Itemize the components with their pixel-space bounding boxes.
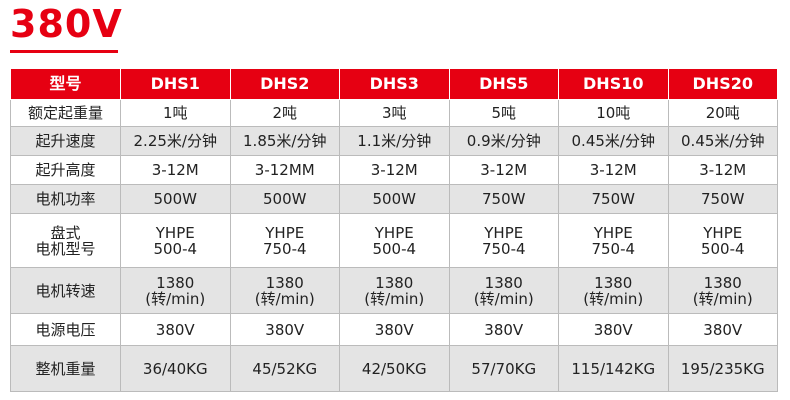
cell: 1380 (转/min) [448, 267, 559, 314]
cell: 380V [558, 313, 669, 346]
title-underline [10, 50, 118, 53]
cell: 500W [339, 184, 450, 214]
cell: 750W [448, 184, 559, 214]
row-label: 起升速度 [10, 126, 121, 156]
cell: 3-12M [558, 155, 669, 185]
column-header: DHS1 [120, 68, 231, 100]
cell: 1吨 [120, 99, 231, 127]
table-row: 额定起重量 1吨 2吨 3吨 5吨 10吨 20吨 [10, 99, 778, 127]
cell: YHPE 500-4 [667, 213, 778, 268]
cell: 750W [558, 184, 669, 214]
column-header: 型号 [10, 68, 121, 100]
cell: 57/70KG [448, 345, 559, 392]
cell: 5吨 [448, 99, 559, 127]
column-header: DHS5 [448, 68, 559, 100]
cell: 3-12M [120, 155, 231, 185]
table-row: 电源电压 380V 380V 380V 380V 380V 380V [10, 313, 778, 346]
table-row: 起升高度 3-12M 3-12MM 3-12M 3-12M 3-12M 3-12M [10, 155, 778, 185]
cell: 2吨 [229, 99, 340, 127]
column-header: DHS2 [229, 68, 340, 100]
cell: 20吨 [667, 99, 778, 127]
cell: 0.9米/分钟 [448, 126, 559, 156]
cell: YHPE 500-4 [120, 213, 231, 268]
table-row: 电机转速 1380 (转/min) 1380 (转/min) 1380 (转/min)… [10, 267, 778, 314]
row-label: 整机重量 [10, 345, 121, 392]
cell: 380V [229, 313, 340, 346]
column-header: DHS20 [667, 68, 778, 100]
cell: YHPE 500-4 [339, 213, 450, 268]
cell: 3-12M [667, 155, 778, 185]
cell: 3-12MM [229, 155, 340, 185]
table-row: 整机重量 36/40KG 45/52KG 42/50KG 57/70KG 115/142K… [10, 345, 778, 392]
cell: 10吨 [558, 99, 669, 127]
column-header: DHS3 [339, 68, 450, 100]
cell: 1380 (转/min) [120, 267, 231, 314]
cell: 0.45米/分钟 [558, 126, 669, 156]
table-body: 额定起重量 1吨 2吨 3吨 5吨 10吨 20吨 起升速度 2.25米/分钟 1.85米/分钟 1… [10, 99, 778, 392]
row-label: 盘式 电机型号 [10, 213, 121, 268]
cell: 36/40KG [120, 345, 231, 392]
row-label: 电机转速 [10, 267, 121, 314]
cell: 500W [120, 184, 231, 214]
cell: YHPE 750-4 [558, 213, 669, 268]
row-label: 起升高度 [10, 155, 121, 185]
spec-table: 型号 DHS1 DHS2 DHS3 DHS5 DHS10 DHS20 额定起重量 1吨 2吨 3吨… [10, 68, 778, 392]
cell: 115/142KG [558, 345, 669, 392]
cell: 3-12M [339, 155, 450, 185]
cell: YHPE 750-4 [229, 213, 340, 268]
cell: 1380 (转/min) [667, 267, 778, 314]
cell: 1380 (转/min) [339, 267, 450, 314]
row-label: 电机功率 [10, 184, 121, 214]
cell: 1.1米/分钟 [339, 126, 450, 156]
cell: 380V [120, 313, 231, 346]
cell: 42/50KG [339, 345, 450, 392]
cell: 750W [667, 184, 778, 214]
table-row: 电机功率 500W 500W 500W 750W 750W 750W [10, 184, 778, 214]
cell: 3-12M [448, 155, 559, 185]
cell: 45/52KG [229, 345, 340, 392]
cell: 1.85米/分钟 [229, 126, 340, 156]
cell: 500W [229, 184, 340, 214]
table-row: 盘式 电机型号 YHPE 500-4 YHPE 750-4 YHPE 500-4 YHP… [10, 213, 778, 268]
cell: YHPE 750-4 [448, 213, 559, 268]
cell: 1380 (转/min) [229, 267, 340, 314]
cell: 0.45米/分钟 [667, 126, 778, 156]
column-header: DHS10 [558, 68, 669, 100]
header-row: 型号 DHS1 DHS2 DHS3 DHS5 DHS10 DHS20 [10, 68, 778, 100]
row-label: 额定起重量 [10, 99, 121, 127]
cell: 2.25米/分钟 [120, 126, 231, 156]
cell: 380V [448, 313, 559, 346]
cell: 1380 (转/min) [558, 267, 669, 314]
cell: 380V [339, 313, 450, 346]
cell: 3吨 [339, 99, 450, 127]
row-label: 电源电压 [10, 313, 121, 346]
cell: 380V [667, 313, 778, 346]
cell: 195/235KG [667, 345, 778, 392]
title: 380V [10, 2, 123, 46]
table-row: 起升速度 2.25米/分钟 1.85米/分钟 1.1米/分钟 0.9米/分钟 0.45米/… [10, 126, 778, 156]
